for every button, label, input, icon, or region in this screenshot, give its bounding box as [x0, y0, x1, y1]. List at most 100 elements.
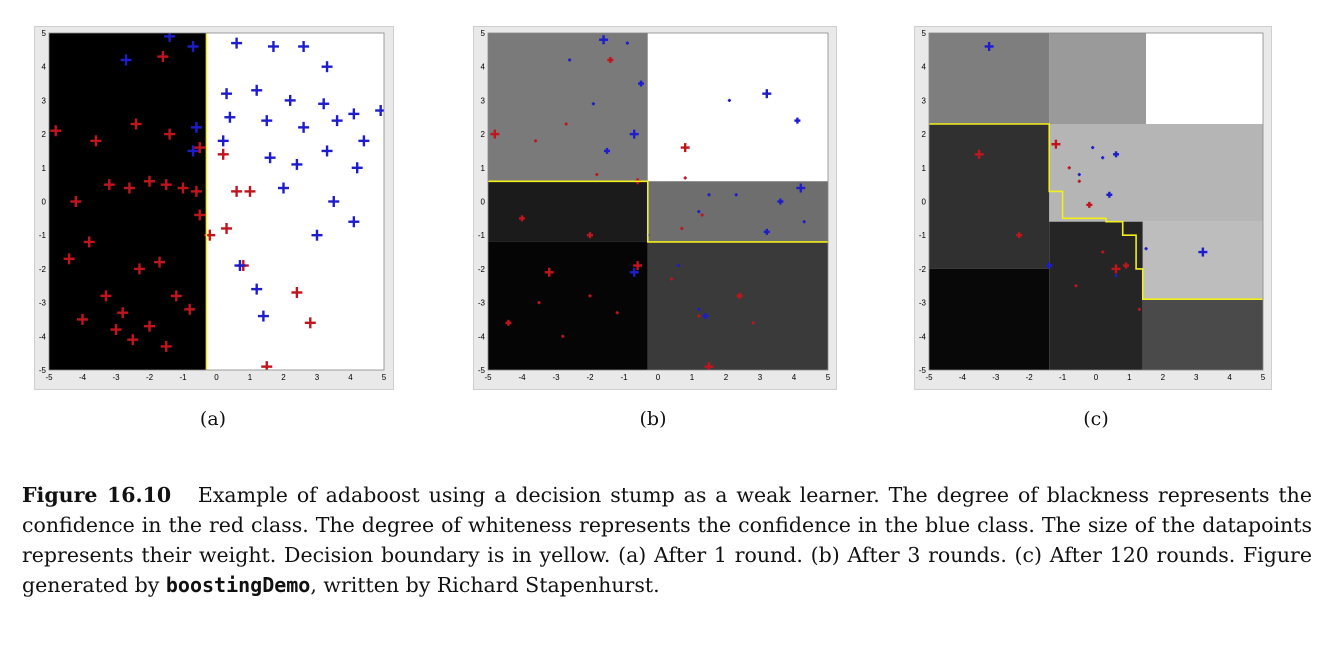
blue-point — [802, 220, 806, 224]
blue-point — [251, 84, 263, 96]
x-tick-label: 2 — [281, 373, 286, 382]
blue-point — [267, 40, 279, 52]
blue-point — [796, 183, 806, 193]
blue-point — [351, 162, 363, 174]
scatter-plot-a: -5 -4 -3 -2 -1 0 1 2 3 4 5 5 4 3 2 1 0 -1 -2 -3 -4 -5 — [39, 29, 387, 382]
y-tick-label: 5 — [481, 29, 486, 38]
x-tick-label: -5 — [925, 373, 933, 382]
red-point — [291, 286, 303, 298]
plot-panel-b: -5 -4 -3 -2 -1 0 1 2 3 4 5 5 4 3 2 1 0 -1 -2 -3 -4 -5 — [473, 26, 837, 390]
y-tick-label: 5 — [922, 29, 927, 38]
red-point — [70, 196, 82, 207]
x-tick-label: 5 — [826, 373, 831, 382]
confidence-region — [488, 241, 648, 370]
x-tick-label: 3 — [1194, 373, 1199, 382]
red-point — [261, 361, 273, 370]
blue-point — [638, 80, 644, 87]
red-point — [697, 314, 701, 318]
confidence-region — [647, 241, 828, 370]
x-tick-label: -1 — [1059, 373, 1067, 382]
red-point — [190, 185, 202, 197]
y-tick-label: -5 — [478, 366, 486, 375]
y-tick-label: 2 — [42, 130, 47, 139]
blue-point — [625, 41, 629, 45]
red-point — [607, 56, 614, 63]
x-tick-label: -1 — [179, 373, 187, 382]
confidence-region — [647, 33, 828, 182]
y-tick-label: -2 — [478, 265, 486, 274]
y-tick-label: -2 — [919, 265, 927, 274]
blue-point — [298, 40, 310, 52]
y-tick-label: 2 — [922, 130, 927, 139]
y-tick-label: 4 — [922, 63, 927, 72]
blue-point — [707, 193, 711, 197]
confidence-region — [488, 181, 648, 242]
confidence-region — [206, 33, 384, 370]
x-tick-label: -4 — [959, 373, 967, 382]
blue-point — [234, 260, 246, 272]
y-tick-label: 0 — [922, 198, 927, 207]
y-tick-label: -3 — [39, 299, 47, 308]
red-point — [144, 320, 155, 332]
x-tick-label: 5 — [1261, 373, 1266, 382]
x-tick-label: 1 — [1127, 373, 1132, 382]
x-tick-label: -1 — [620, 373, 628, 382]
blue-point — [311, 229, 323, 241]
y-tick-label: 2 — [481, 130, 486, 139]
red-point — [683, 176, 687, 180]
red-point — [595, 172, 599, 177]
plot-panel-c: -5 -4 -3 -2 -1 0 1 2 3 4 5 5 4 3 2 1 0 -1 -2 -3 -4 -5 — [914, 26, 1272, 390]
red-point — [751, 321, 755, 325]
blue-point — [734, 193, 738, 197]
blue-point — [375, 105, 384, 117]
y-tick-label: -4 — [478, 332, 486, 341]
red-point — [217, 148, 229, 160]
blue-point — [984, 41, 994, 51]
red-point — [1016, 232, 1023, 239]
blue-point — [794, 117, 801, 124]
confidence-region — [929, 123, 1050, 269]
red-point — [194, 142, 206, 154]
red-point — [63, 253, 75, 265]
red-point — [170, 290, 182, 302]
red-point — [160, 340, 172, 352]
x-tick-label: -5 — [45, 373, 53, 382]
axes-frame — [928, 32, 1264, 371]
blue-point — [251, 283, 263, 295]
y-tick-label: 3 — [42, 96, 47, 105]
blue-point — [1101, 156, 1105, 160]
red-point — [304, 317, 316, 329]
blue-point — [763, 228, 770, 235]
y-tick-label: -1 — [919, 231, 927, 240]
blue-point — [187, 40, 199, 52]
blue-point — [697, 307, 701, 311]
blue-point — [190, 121, 202, 133]
red-point — [244, 185, 256, 197]
plot-panel-a: -5 -4 -3 -2 -1 0 1 2 3 4 5 5 4 3 2 1 0 -1 -2 -3 -4 -5 — [34, 26, 394, 390]
plot-area — [488, 33, 828, 370]
x-tick-label: 4 — [348, 373, 353, 382]
blue-point — [164, 33, 176, 42]
red-point — [587, 232, 593, 239]
x-tick-label: 4 — [792, 373, 797, 382]
red-point — [157, 51, 169, 63]
caption-text: Example of adaboost using a decision stu… — [22, 483, 1312, 597]
blue-point — [278, 182, 289, 194]
red-point — [1137, 307, 1142, 311]
red-point — [490, 129, 500, 139]
y-tick-label: 1 — [922, 164, 927, 173]
blue-point — [1113, 151, 1120, 158]
red-point — [177, 182, 189, 194]
decision-boundary — [929, 123, 1263, 301]
y-tick-label: 0 — [481, 198, 486, 207]
x-tick-label: 3 — [758, 373, 763, 382]
red-point — [130, 118, 142, 130]
red-point — [184, 303, 196, 315]
confidence-region — [1146, 33, 1263, 124]
red-point — [1074, 284, 1078, 288]
red-point — [127, 334, 139, 346]
y-tick-label: -2 — [39, 265, 47, 274]
y-tick-label: -1 — [39, 231, 47, 240]
red-point — [154, 256, 166, 268]
caption-code: boostingDemo — [165, 573, 311, 597]
